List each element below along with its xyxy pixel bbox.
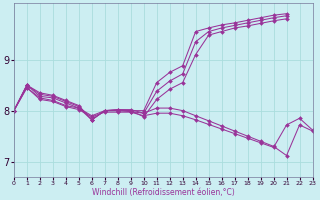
X-axis label: Windchill (Refroidissement éolien,°C): Windchill (Refroidissement éolien,°C) [92, 188, 235, 197]
